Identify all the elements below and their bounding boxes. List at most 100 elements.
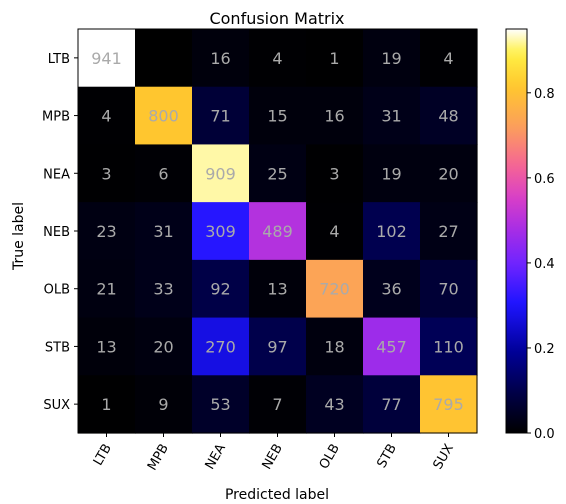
heatmap-cell — [306, 375, 364, 434]
heatmap-cell — [420, 202, 478, 261]
cell-value-label: 941 — [91, 49, 122, 68]
cell-value-label: 25 — [267, 164, 287, 183]
colorbar-tick-label: 0.0 — [534, 427, 555, 442]
cell-value-label: 4 — [101, 107, 111, 126]
y-tick-label: LTB — [48, 52, 70, 67]
colorbar-tick-label: 0.6 — [534, 172, 555, 187]
cell-value-label: 20 — [153, 337, 173, 356]
heatmap-cell — [78, 29, 136, 88]
x-tick-label: NEA — [203, 441, 229, 472]
heatmap-cell — [249, 86, 307, 146]
cell-value-label: 1 — [101, 395, 111, 414]
heatmap-cell — [135, 144, 193, 203]
heatmap-cell — [249, 202, 307, 261]
y-tick-label: OLB — [44, 283, 70, 298]
x-tick-label: LTB — [91, 442, 115, 469]
heatmap-cell — [363, 317, 421, 376]
cell-value-label: 21 — [96, 280, 116, 299]
heatmap-cell — [192, 259, 250, 319]
heatmap-cell — [135, 375, 193, 434]
cell-value-label: 20 — [438, 164, 458, 183]
heatmap-cell — [135, 259, 193, 319]
cell-value-label: 4 — [443, 49, 453, 68]
y-tick-label: STB — [45, 340, 70, 355]
y-axis-ticks: LTB MPB NEA NEB OLB STB SUX — [42, 52, 78, 413]
cell-value-label: 4 — [329, 222, 339, 241]
x-tick-label: MPB — [145, 442, 172, 474]
cell-value-label: 19 — [381, 49, 401, 68]
cell-value-label: 800 — [148, 107, 179, 126]
heatmap-cell — [192, 29, 250, 88]
heatmap-cell — [306, 29, 364, 88]
cell-value-label: 31 — [153, 222, 173, 241]
heatmap-cell — [249, 29, 307, 88]
heatmap-cell — [363, 202, 421, 261]
cell-value-label: 97 — [267, 337, 287, 356]
cell-value-label: 48 — [438, 107, 458, 126]
cell-value-label: 77 — [381, 395, 401, 414]
y-tick-label: MPB — [42, 110, 70, 125]
cell-value-label: 270 — [205, 337, 236, 356]
cell-value-label: 71 — [210, 107, 230, 126]
heatmap-cell — [363, 259, 421, 319]
heatmap-cell — [192, 317, 250, 376]
heatmap-cell — [135, 29, 193, 88]
heatmap-cell — [78, 144, 136, 203]
cell-value-label: 36 — [381, 280, 401, 299]
heatmap-cell — [306, 144, 364, 203]
cell-value-label: 16 — [324, 107, 344, 126]
heatmap-cells — [78, 29, 478, 434]
cell-value-label: 23 — [96, 222, 116, 241]
colorbar-tick-label: 0.4 — [534, 257, 555, 272]
heatmap-cell — [420, 144, 478, 203]
heatmap-cell — [249, 259, 307, 319]
cell-value-label: 4 — [272, 49, 282, 68]
cell-value-label: 16 — [210, 49, 230, 68]
cell-value-label: 489 — [262, 222, 293, 241]
heatmap-cell — [420, 86, 478, 146]
y-tick-label: SUX — [43, 398, 70, 413]
heatmap-cell — [363, 144, 421, 203]
cell-value-label: 13 — [96, 337, 116, 356]
cell-value-label: 309 — [205, 222, 236, 241]
colorbar-ticks: 0.0 0.2 0.4 0.6 0.8 — [527, 87, 555, 442]
colorbar-tick-label: 0.8 — [534, 87, 555, 102]
cell-value-label: 102 — [376, 222, 407, 241]
cell-value-label: 7 — [272, 395, 282, 414]
heatmap-cell — [78, 202, 136, 261]
y-tick-label: NEA — [43, 167, 70, 182]
heatmap-cell — [78, 86, 136, 146]
heatmap-cell — [135, 317, 193, 376]
cell-value-label: 457 — [376, 337, 407, 356]
heatmap-cell — [135, 86, 193, 146]
heatmap-cell — [420, 259, 478, 319]
x-tick-label: SUX — [431, 441, 457, 472]
chart-title: Confusion Matrix — [209, 9, 344, 28]
heatmap-cell — [135, 202, 193, 261]
heatmap-cell — [420, 29, 478, 88]
heatmap-cell-labels: 941 16 4 1 19 4 4 800 71 15 16 31 48 3 6 909 25 3 19 20 23 31… — [91, 49, 464, 414]
cell-value-label: 15 — [267, 107, 287, 126]
cell-value-label: 795 — [433, 395, 464, 414]
cell-value-label: 909 — [205, 164, 236, 183]
heatmap-cell — [192, 86, 250, 146]
heatmap-cell — [306, 202, 364, 261]
heatmap-cell — [249, 144, 307, 203]
x-tick-label: STB — [374, 442, 400, 471]
cell-value-label: 33 — [153, 280, 173, 299]
heatmap-cell — [363, 86, 421, 146]
cell-value-label: 19 — [381, 164, 401, 183]
heatmap-cell — [78, 375, 136, 434]
heatmap-cell — [192, 375, 250, 434]
cell-value-label: 6 — [158, 164, 168, 183]
heatmap-cell — [306, 86, 364, 146]
heatmap-cell — [306, 259, 364, 319]
cell-value-label: 3 — [101, 164, 111, 183]
cell-value-label: 110 — [433, 337, 464, 356]
cell-value-label: 31 — [381, 107, 401, 126]
x-tick-label: OLB — [317, 442, 343, 472]
cell-value-label: 720 — [319, 280, 350, 299]
heatmap-cell — [78, 259, 136, 319]
y-axis-label: True label — [11, 202, 27, 271]
